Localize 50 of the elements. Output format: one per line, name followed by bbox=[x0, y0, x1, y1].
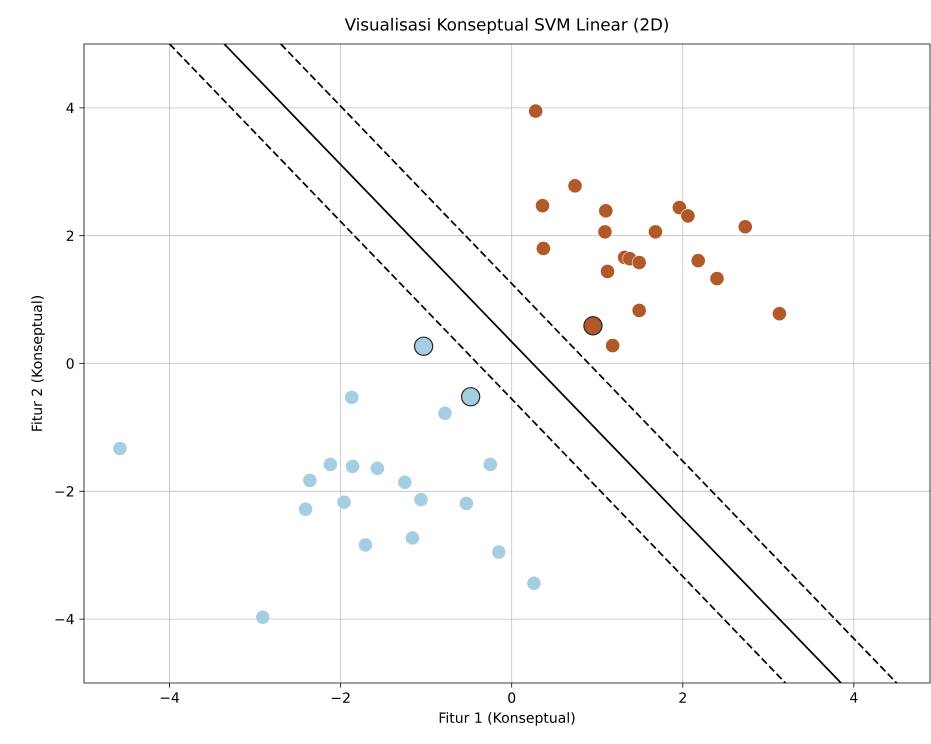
y-tick-label: 2 bbox=[66, 230, 74, 241]
point bbox=[358, 538, 373, 552]
point bbox=[536, 241, 551, 256]
point bbox=[772, 306, 787, 321]
x-tick-label: −2 bbox=[332, 692, 350, 703]
point bbox=[738, 219, 753, 234]
point bbox=[648, 224, 663, 240]
point bbox=[345, 459, 360, 474]
point bbox=[526, 576, 542, 591]
point bbox=[482, 457, 498, 472]
point bbox=[598, 224, 612, 240]
point bbox=[459, 496, 474, 511]
point bbox=[405, 530, 420, 546]
point bbox=[598, 203, 614, 218]
point bbox=[605, 338, 620, 353]
point bbox=[600, 264, 615, 279]
y-tick-label: −4 bbox=[55, 614, 74, 624]
point bbox=[414, 336, 434, 356]
point bbox=[397, 475, 412, 490]
chart-title: Visualisasi Konseptual SVM Linear (2D) bbox=[344, 18, 668, 34]
point bbox=[255, 610, 270, 625]
point bbox=[528, 104, 543, 118]
x-tick-label: 4 bbox=[850, 692, 858, 703]
y-tick-label: −2 bbox=[55, 486, 74, 496]
x-axis-title: Fitur 1 (Konseptual) bbox=[440, 712, 574, 726]
point bbox=[632, 303, 646, 318]
point bbox=[302, 473, 318, 488]
x-tick-label: 2 bbox=[679, 692, 686, 703]
point bbox=[680, 208, 696, 224]
point bbox=[690, 253, 706, 268]
y-axis-title: Fitur 2 (Konseptual) bbox=[31, 296, 45, 431]
y-tick-label: 4 bbox=[66, 102, 74, 114]
point bbox=[492, 544, 506, 560]
point bbox=[370, 460, 385, 476]
point bbox=[323, 457, 338, 472]
point bbox=[632, 255, 646, 270]
point bbox=[344, 390, 360, 405]
point bbox=[710, 271, 724, 286]
point bbox=[535, 198, 550, 214]
point bbox=[336, 494, 352, 510]
y-tick-label: 0 bbox=[66, 358, 74, 369]
point bbox=[438, 406, 452, 421]
x-tick-label: 0 bbox=[508, 692, 516, 703]
point bbox=[112, 441, 128, 456]
point bbox=[298, 502, 313, 517]
point bbox=[568, 178, 582, 194]
point bbox=[460, 387, 480, 406]
x-tick-label: −4 bbox=[160, 692, 180, 703]
point bbox=[414, 492, 428, 507]
point bbox=[672, 200, 687, 215]
